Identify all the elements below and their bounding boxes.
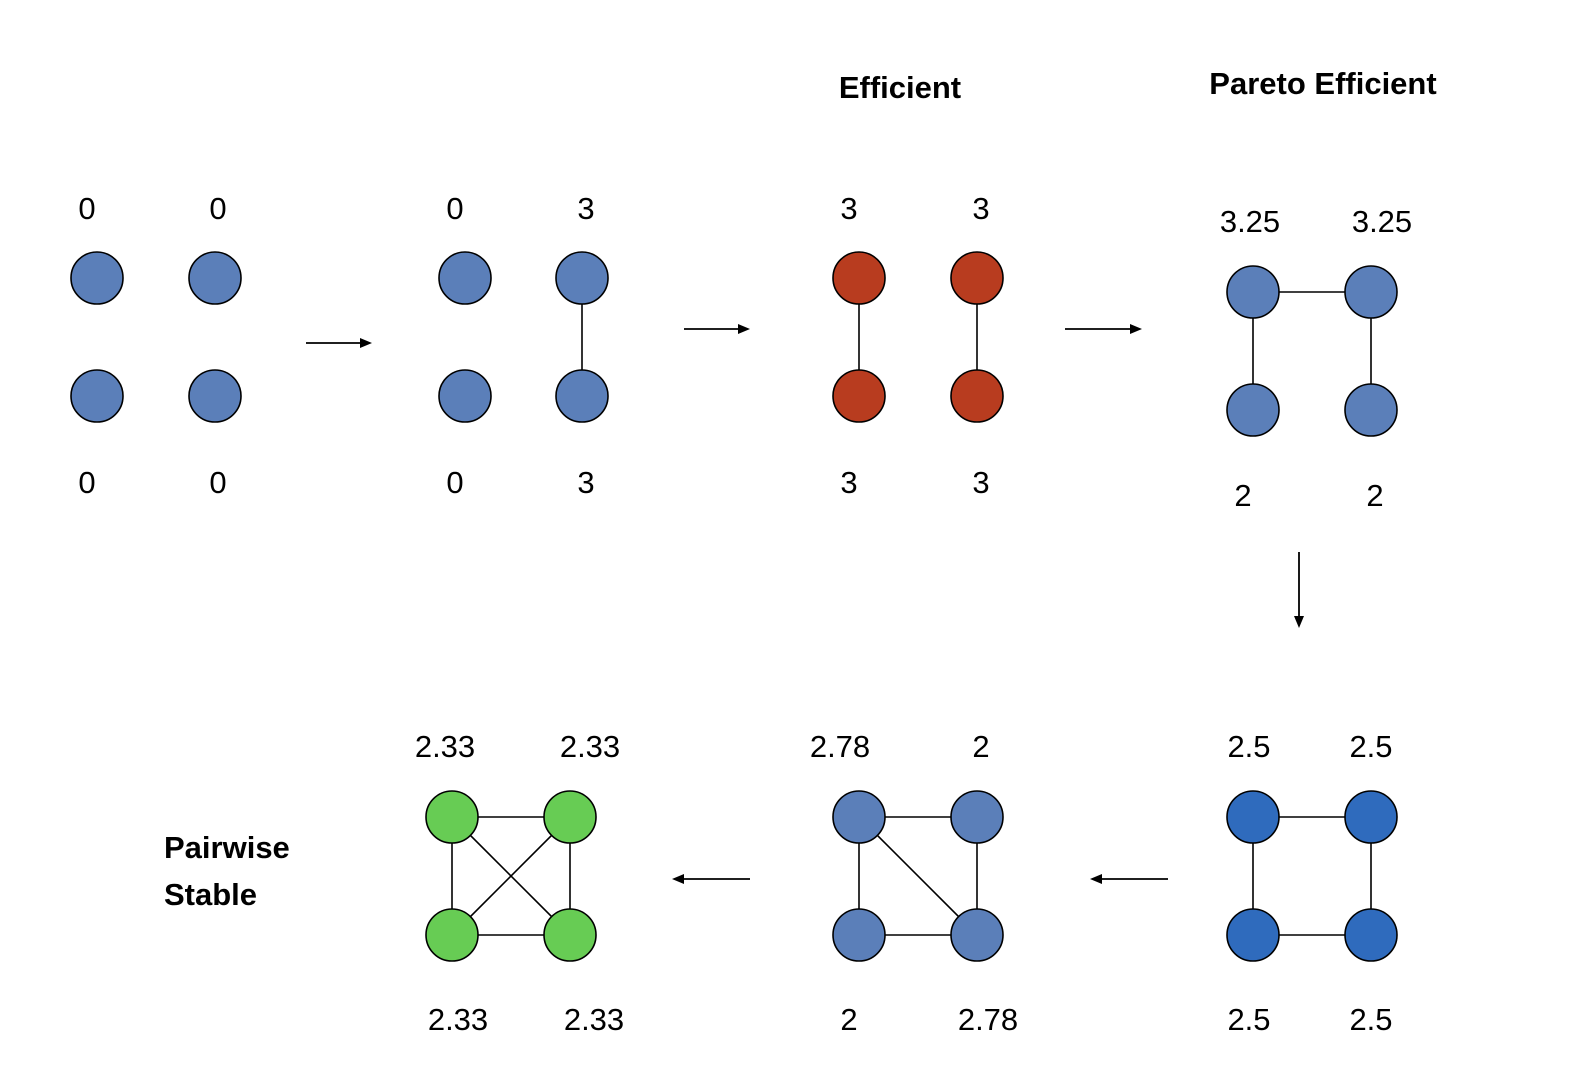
payoff-label-0: 2.33 xyxy=(415,729,475,764)
payoff-label-3: 2.78 xyxy=(958,1002,1018,1037)
node-1 xyxy=(950,251,1004,305)
payoff-label-3: 3 xyxy=(577,465,594,500)
payoff-label-0: 3 xyxy=(840,191,857,226)
network-pareto-efficient: 3.25 3.25 2 2 xyxy=(1220,204,1412,513)
payoff-label-2: 2 xyxy=(840,1002,857,1037)
node-2 xyxy=(438,369,492,423)
node-1 xyxy=(555,251,609,305)
node-0 xyxy=(70,251,124,305)
network-complete: 2.33 2.33 2.33 2.33 xyxy=(415,729,624,1037)
node-2 xyxy=(1226,908,1280,962)
arrow-head xyxy=(738,324,750,334)
node-1 xyxy=(188,251,242,305)
network-one-link: 0 3 0 3 xyxy=(438,191,609,500)
edge-1-2 xyxy=(451,816,571,936)
payoff-label-2: 3 xyxy=(840,465,857,500)
arrow-right-1 xyxy=(684,324,750,334)
node-0 xyxy=(832,790,886,844)
node-2 xyxy=(425,908,479,962)
node-3 xyxy=(555,369,609,423)
network-efficient: 3 3 3 3 xyxy=(832,191,1004,500)
payoff-label-2: 0 xyxy=(446,465,463,500)
payoff-label-3: 2.33 xyxy=(564,1002,624,1037)
arrow-right-0 xyxy=(306,338,372,348)
node-1 xyxy=(950,790,1004,844)
payoff-label-2: 2.33 xyxy=(428,1002,488,1037)
payoff-label-3: 2.5 xyxy=(1349,1002,1392,1037)
payoff-label-2: 0 xyxy=(78,465,95,500)
network-empty: 0 0 0 0 xyxy=(70,191,242,500)
arrow-head xyxy=(1130,324,1142,334)
payoff-label-1: 3 xyxy=(577,191,594,226)
payoff-label-1: 2 xyxy=(972,729,989,764)
node-2 xyxy=(832,369,886,423)
arrow-head xyxy=(360,338,372,348)
node-1 xyxy=(1344,790,1398,844)
payoff-label-3: 2 xyxy=(1366,478,1383,513)
payoff-label-0: 0 xyxy=(78,191,95,226)
node-3 xyxy=(188,369,242,423)
node-3 xyxy=(1344,383,1398,437)
transition-arrows xyxy=(306,324,1304,884)
payoff-label-0: 2.78 xyxy=(810,729,870,764)
payoff-label-2: 2 xyxy=(1234,478,1251,513)
payoff-label-0: 0 xyxy=(446,191,463,226)
payoff-label-2: 2.5 xyxy=(1227,1002,1270,1037)
network-cycle: 2.5 2.5 2.5 2.5 xyxy=(1226,729,1398,1037)
node-2 xyxy=(832,908,886,962)
payoff-label-0: 3.25 xyxy=(1220,204,1280,239)
node-3 xyxy=(1344,908,1398,962)
arrow-head xyxy=(1090,874,1102,884)
arrow-right-2 xyxy=(1065,324,1142,334)
node-3 xyxy=(950,908,1004,962)
node-1 xyxy=(1344,265,1398,319)
arrow-head xyxy=(672,874,684,884)
node-0 xyxy=(1226,790,1280,844)
payoff-label-1: 0 xyxy=(209,191,226,226)
node-1 xyxy=(543,790,597,844)
node-0 xyxy=(425,790,479,844)
payoff-label-1: 2.33 xyxy=(560,729,620,764)
arrow-head xyxy=(1294,616,1304,628)
node-2 xyxy=(1226,383,1280,437)
node-0 xyxy=(832,251,886,305)
pareto-efficient-title: Pareto Efficient xyxy=(1209,66,1436,101)
arrow-left-4 xyxy=(672,874,750,884)
payoff-label-1: 3.25 xyxy=(1352,204,1412,239)
payoff-label-0: 2.5 xyxy=(1227,729,1270,764)
payoff-label-3: 0 xyxy=(209,465,226,500)
payoff-label-1: 3 xyxy=(972,191,989,226)
networks: 0 00 00 30 33 33 33.25 3.252 22.5 2.52.5 2.52.78 22… xyxy=(70,191,1412,1037)
pairwise-stable-title-line1: Pairwise xyxy=(164,830,290,865)
node-0 xyxy=(438,251,492,305)
pairwise-stable-title-line2: Stable xyxy=(164,877,257,912)
node-3 xyxy=(543,908,597,962)
arrow-left-5 xyxy=(1090,874,1168,884)
edge-0-3 xyxy=(858,816,978,936)
network-cycle-plus-diagonal: 2.78 2 2 2.78 xyxy=(810,729,1018,1037)
node-0 xyxy=(1226,265,1280,319)
payoff-label-1: 2.5 xyxy=(1349,729,1392,764)
arrow-down-3 xyxy=(1294,552,1304,628)
efficient-title: Efficient xyxy=(839,70,961,105)
node-2 xyxy=(70,369,124,423)
payoff-label-3: 3 xyxy=(972,465,989,500)
node-3 xyxy=(950,369,1004,423)
